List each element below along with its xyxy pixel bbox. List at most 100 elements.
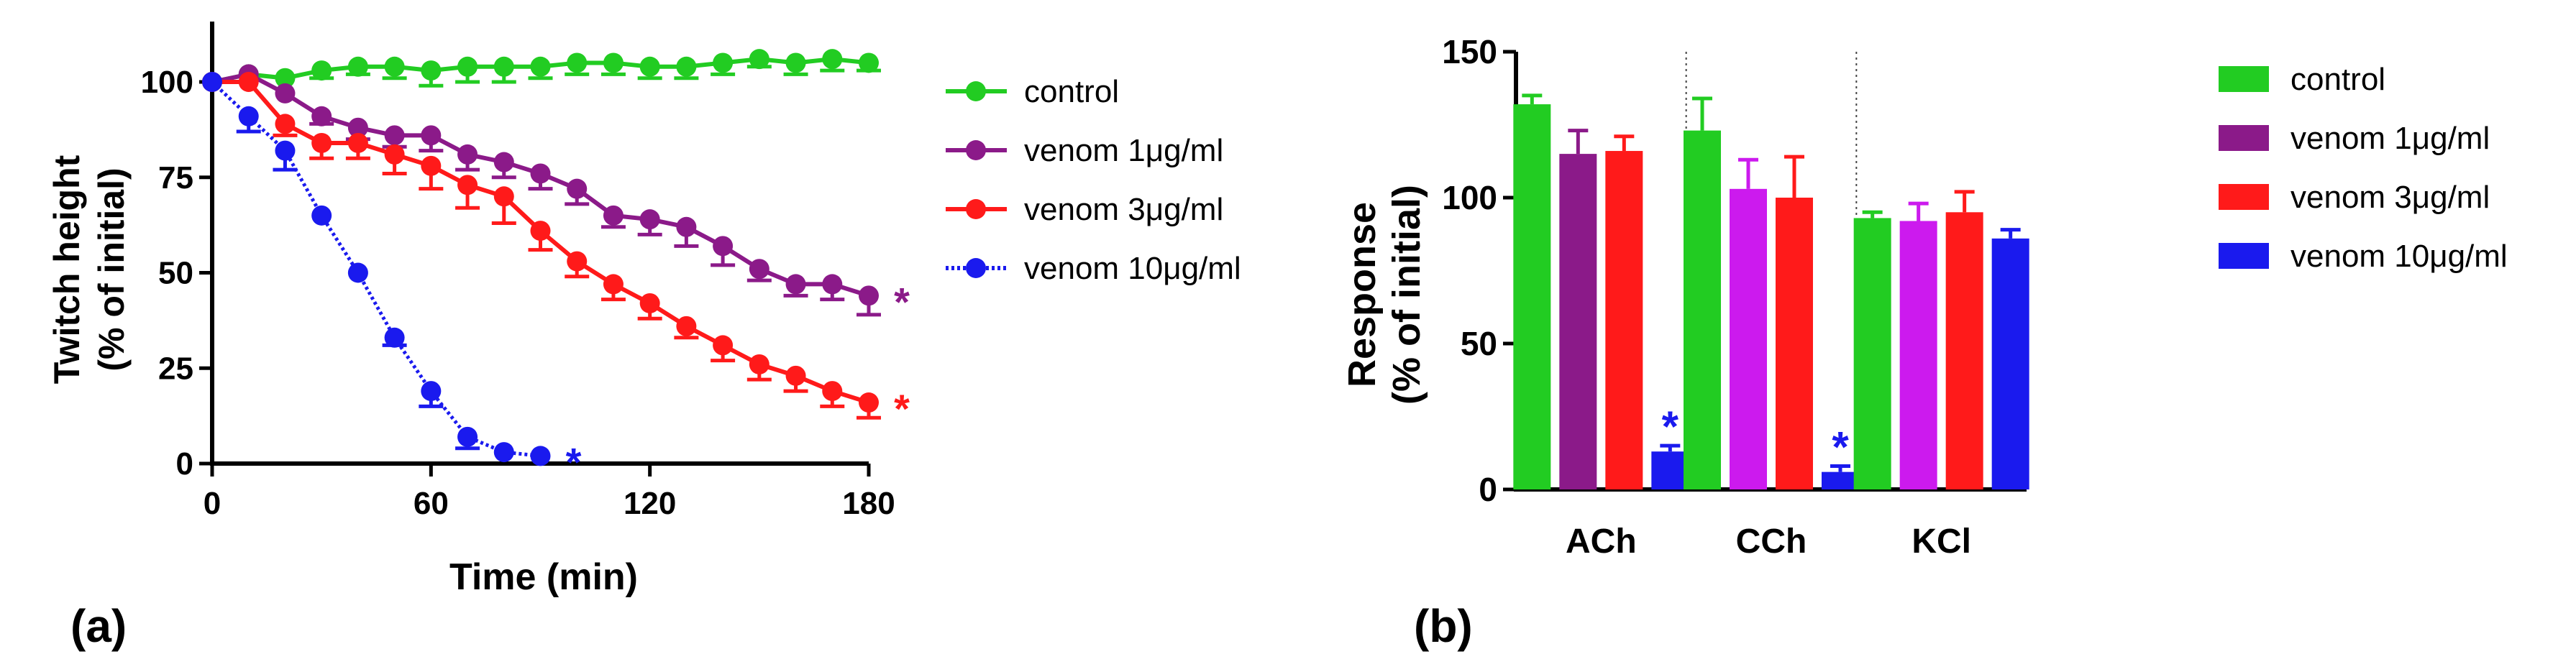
panel-b-y-axis-label-line2: (% of initial) — [1385, 185, 1428, 405]
panel-a-legend-label: venom 3μg/ml — [1024, 192, 1223, 227]
panel-a-significance-marker: * — [894, 279, 910, 324]
panel-b-bar-group — [1776, 155, 1813, 489]
panel-a-y-tick-label: 50 — [158, 256, 193, 291]
panel-a-data-point — [676, 316, 697, 336]
panel-b-legend-item: venom 10μg/ml — [2219, 239, 2508, 274]
panel-b-bar — [1822, 471, 1859, 489]
panel-a-series-0 — [202, 49, 881, 92]
panel-a-data-point — [603, 52, 624, 73]
panel-a-legend-marker — [966, 140, 986, 160]
panel-b-bar-group: * — [1651, 402, 1689, 489]
panel-a-x-tick-label: 180 — [842, 486, 895, 521]
panel-b-bar-group — [1730, 157, 1767, 489]
panel-a-data-point — [347, 56, 368, 77]
panel-a-data-point — [822, 49, 843, 70]
panel-a-y-axis-label-line2: (% of initial) — [91, 167, 132, 371]
panel-a-significance-marker: * — [894, 386, 910, 431]
panel-a-data-point — [567, 52, 588, 73]
panel-a-series-3: * — [202, 72, 582, 484]
panel-a-data-point — [567, 251, 588, 272]
panel-a-data-point — [275, 140, 296, 161]
panel-b-bars: * ACh * CCh KCl — [1513, 93, 2029, 561]
panel-a-data-point — [530, 221, 551, 241]
panel-b-legend-label: venom 3μg/ml — [2290, 180, 2490, 215]
panel-a-data-point — [676, 216, 697, 237]
panel-a: 0 60 120 180 0 25 50 75 100 * * * control venom 1μg… — [47, 22, 1241, 652]
panel-a-y-tick-label: 0 — [176, 446, 193, 482]
panel-a-data-point — [493, 152, 514, 172]
panel-b-bar — [1853, 218, 1891, 489]
panel-a-data-point — [275, 68, 296, 88]
panel-a-legend-label: venom 1μg/ml — [1024, 133, 1223, 168]
panel-b-legend-label: venom 10μg/ml — [2290, 239, 2508, 274]
panel-a-legend-marker — [966, 81, 986, 101]
panel-b-y-axis-label-line1: Response — [1340, 202, 1384, 387]
panel-b-bar-group — [1853, 210, 1891, 489]
panel-b-legend-item: control — [2219, 62, 2385, 97]
panel-b-legend-item: venom 1μg/ml — [2219, 121, 2490, 156]
panel-b-legend-swatch — [2219, 66, 2269, 92]
panel-a-data-point — [859, 52, 879, 73]
panel-a-data-point — [275, 114, 296, 134]
panel-b-bar-group — [1899, 201, 1937, 489]
panel-a-legend-label: control — [1024, 74, 1119, 109]
panel-a-data-point — [493, 56, 514, 77]
panel-b-bar-group — [1991, 228, 2029, 489]
panel-a-data-point — [567, 178, 588, 199]
panel-b-category-label: KCl — [1912, 523, 1971, 561]
panel-b-legend-swatch — [2219, 243, 2269, 269]
panel-a-data-point — [347, 132, 368, 153]
panel-b-bar-group — [1559, 129, 1597, 489]
panel-b-significance-marker: * — [1662, 402, 1679, 451]
panel-b-significance-marker: * — [1832, 423, 1849, 471]
panel-a-y-axis-label-line1: Twitch height — [47, 155, 87, 384]
panel-a-data-point — [603, 274, 624, 295]
panel-a-data-point — [275, 83, 296, 103]
panel-b-bar-group — [1684, 96, 1721, 489]
panel-a-data-point — [202, 72, 222, 92]
panel-a-data-point — [530, 446, 551, 466]
panel-a-data-point — [311, 60, 332, 81]
panel-a-data-point — [457, 56, 478, 77]
panel-a-x-axis-label: Time (min) — [449, 556, 638, 598]
panel-a-data-point — [713, 236, 734, 257]
panel-a-data-point — [347, 262, 368, 283]
panel-b-legend-label: control — [2290, 62, 2385, 97]
panel-a-data-point — [822, 381, 843, 402]
panel-a-data-point — [238, 72, 259, 92]
panel-a-legend-label: venom 10μg/ml — [1024, 251, 1241, 286]
panel-a-data-point — [493, 442, 514, 463]
panel-a-data-point — [639, 56, 660, 77]
panel-b-legend-swatch — [2219, 184, 2269, 210]
panel-a-data-point — [530, 163, 551, 184]
panel-b-bar — [1776, 198, 1813, 489]
panel-b-y-tick-label: 50 — [1461, 325, 1497, 362]
panel-b-bar — [1513, 104, 1551, 489]
panel-a-data-point — [384, 144, 405, 165]
panel-b: 0 50 100 150 * ACh * CCh KCl control venom 1μg/m… — [1340, 33, 2508, 652]
panel-a-data-point — [749, 354, 769, 374]
panel-a-series: * * * — [202, 49, 910, 484]
panel-a-data-point — [785, 52, 806, 73]
panel-a-data-point — [785, 274, 806, 295]
panel-b-bar — [1559, 154, 1597, 489]
panel-a-data-point — [713, 52, 734, 73]
panel-a-data-point — [639, 293, 660, 313]
panel-a-data-point — [713, 335, 734, 356]
panel-a-data-point — [859, 285, 879, 306]
panel-b-bar — [1991, 238, 2029, 489]
panel-a-data-point — [676, 56, 697, 77]
panel-a-data-point — [530, 56, 551, 77]
panel-b-bar-group: * — [1822, 423, 1859, 489]
panel-a-data-point — [457, 426, 478, 447]
panel-b-bar-group — [1945, 190, 1983, 489]
panel-a-significance-marker: * — [566, 439, 582, 484]
panel-a-x-tick-label: 0 — [204, 486, 221, 521]
panel-a-y-tick-label: 25 — [158, 351, 193, 386]
panel-a-data-point — [421, 155, 442, 176]
panel-a-data-point — [347, 117, 368, 138]
panel-b-legend-swatch — [2219, 125, 2269, 151]
panel-a-legend-marker — [966, 199, 986, 219]
panel-a-data-point — [493, 186, 514, 207]
panel-a-y-tick-label: 100 — [141, 65, 193, 100]
